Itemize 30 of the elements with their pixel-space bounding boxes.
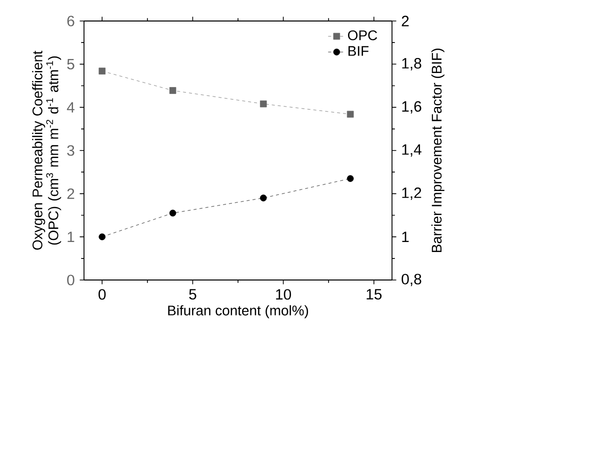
point <box>169 210 176 216</box>
point <box>346 110 354 118</box>
x-tick-label: 0 <box>98 289 106 300</box>
point <box>260 194 267 202</box>
point <box>260 100 267 108</box>
y-tick-label: 0 <box>67 274 74 286</box>
y2-tick-label: 1,6 <box>402 101 422 114</box>
y2-tick-label: 1,4 <box>402 144 422 157</box>
y2-tick-label: 1 <box>402 232 409 242</box>
y-tick-label: 3 <box>67 145 74 156</box>
y-tick-label: 2 <box>67 188 74 199</box>
point <box>346 175 354 182</box>
y2-tick-label: 1,8 <box>402 58 422 70</box>
y2-tick-label: 0,8 <box>402 274 422 286</box>
x-tick-label: 10 <box>276 289 292 300</box>
point <box>169 87 176 94</box>
x-tick-label: 15 <box>366 289 382 300</box>
y2-tick-label: 1,2 <box>402 187 422 200</box>
y-tick-label: 5 <box>67 58 74 70</box>
y-tick-label: 4 <box>66 102 74 112</box>
point <box>98 68 106 74</box>
y2-tick-label: 2 <box>402 16 409 26</box>
x-tick-label: 5 <box>189 289 196 300</box>
y-tick-label: 1 <box>68 232 74 242</box>
legend-label: BIF <box>348 46 369 56</box>
point <box>98 233 106 240</box>
y-tick-label: 6 <box>67 16 74 26</box>
y2-axis-title: Barrier Improvement Factor (BIF) <box>431 48 444 252</box>
x-axis-title: Bifuran content (mol%) <box>168 305 308 318</box>
legend-label: OPC <box>348 30 378 40</box>
